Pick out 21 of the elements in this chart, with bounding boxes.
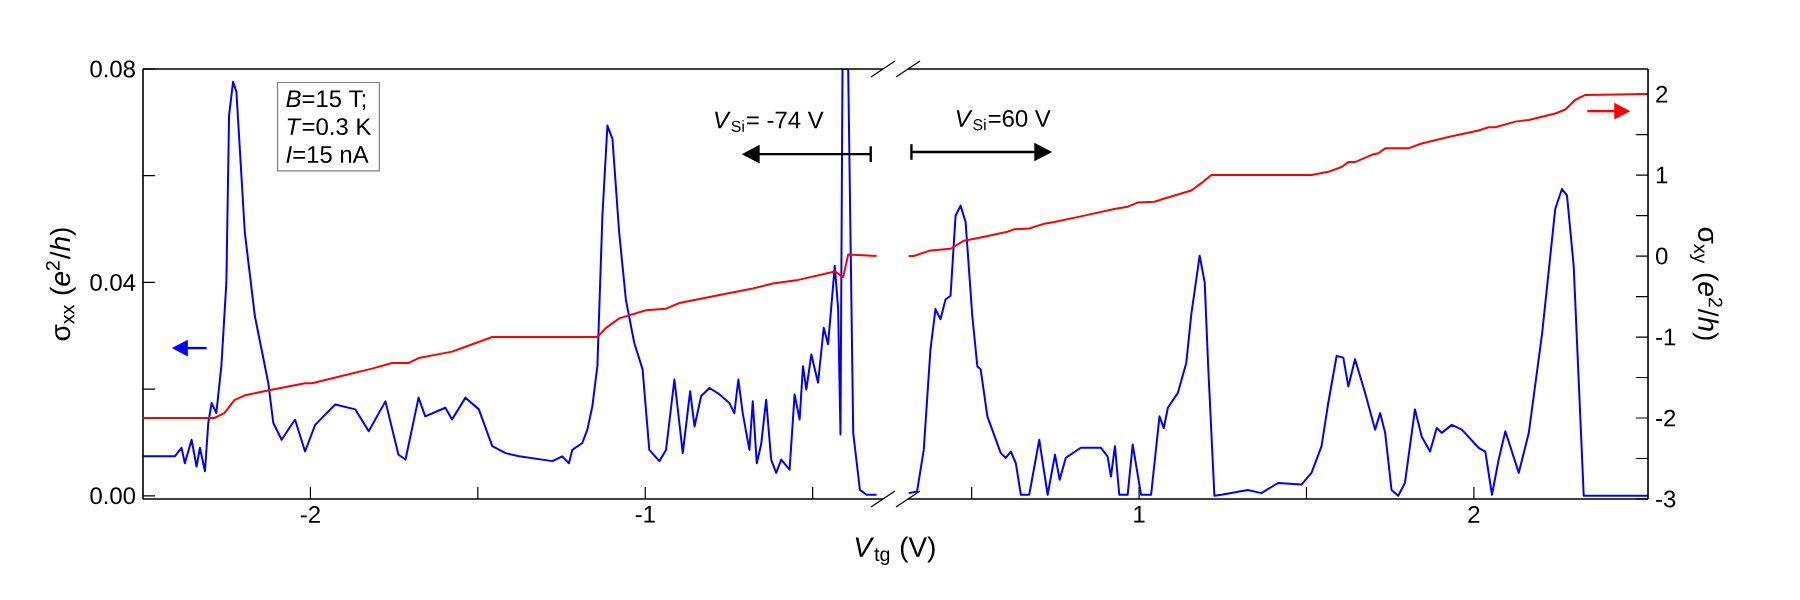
annotation: B=15 T; bbox=[286, 90, 366, 111]
x-tick-label: 1 bbox=[1134, 506, 1145, 523]
annotation: V$_{Si}$=60 V bbox=[956, 109, 1051, 131]
y-tick-label: 0.04 bbox=[90, 273, 136, 291]
y-tick-label: 0.00 bbox=[90, 487, 136, 505]
y2-tick-label: -2 bbox=[1656, 409, 1676, 427]
y2-tick-label: -1 bbox=[1656, 328, 1676, 346]
y2-tick-label: -3 bbox=[1656, 490, 1676, 508]
annotation: T=0.3 K bbox=[287, 118, 372, 136]
y-tick-label: 0.08 bbox=[90, 60, 135, 78]
y2-tick-label: 1 bbox=[1656, 166, 1668, 184]
annotation: I=15 nA bbox=[286, 146, 369, 163]
x-tick-label: -2 bbox=[300, 506, 320, 523]
y2-tick-label: 0 bbox=[1656, 247, 1668, 265]
annotation: V$_{Si}$= -74 V bbox=[715, 111, 824, 132]
y-axis-title: σ$_{xx}$ (e$^{2}$/h) bbox=[45, 228, 76, 341]
x-axis-title: V$_{tg}$ (V) bbox=[855, 536, 935, 565]
x-tick-label: 2 bbox=[1468, 506, 1480, 523]
x-tick-label: -1 bbox=[635, 506, 655, 523]
y2-tick-label: 2 bbox=[1656, 85, 1668, 103]
y2-axis-title: σ$_{xy}$ (e$^{2}$/h) bbox=[1689, 227, 1723, 340]
